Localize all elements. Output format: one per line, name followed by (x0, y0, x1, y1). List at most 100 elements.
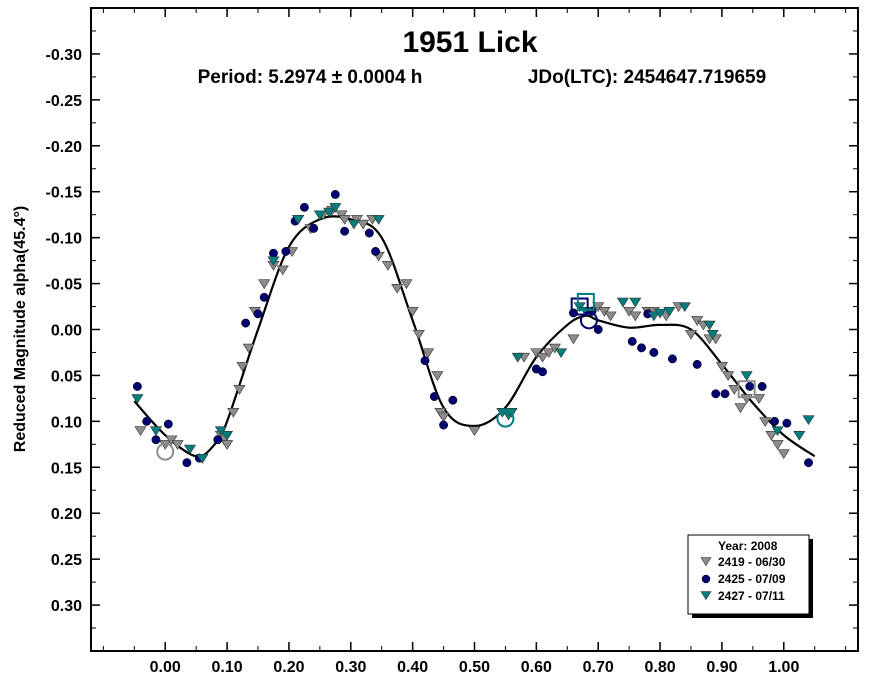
chart-subtitle-period: Period: 5.2974 ± 0.0004 h (198, 67, 423, 88)
y-tick-label: -0.20 (46, 139, 83, 156)
data-point (131, 394, 144, 404)
data-point (259, 292, 269, 302)
highlighted-markers (156, 292, 756, 461)
x-axis: 0.00 0.10 0.20 0.30 0.40 0.50 0.60 0.70 0.80 0.90… (102, 8, 847, 676)
data-point (292, 215, 305, 225)
data-point (281, 246, 291, 256)
legend-label: 2427 - 07/11 (718, 589, 785, 603)
data-point (715, 362, 728, 372)
x-tick-label: 0.70 (583, 659, 614, 676)
data-point (221, 440, 234, 450)
data-point (429, 392, 439, 402)
data-point (752, 394, 766, 404)
data-point (406, 306, 419, 317)
data-point (692, 359, 702, 369)
y-tick-label: 0.15 (51, 460, 82, 477)
highlight-square-marker (570, 297, 589, 316)
data-point (604, 311, 617, 322)
data-point (364, 228, 374, 238)
data-point (347, 219, 360, 230)
y-tick-label: 0.20 (51, 506, 82, 523)
x-tick-label: 0.20 (273, 659, 304, 676)
x-tick-label: 0.90 (706, 659, 737, 676)
data-point (276, 265, 289, 276)
highlight-square-marker (737, 380, 756, 399)
series-2427 (131, 203, 815, 464)
data-point (242, 343, 255, 354)
y-axis-label: Reduced Magnitude alpha(45.4°) (12, 206, 29, 452)
data-point (241, 318, 251, 328)
y-tick-label: 0.00 (51, 323, 82, 340)
data-point (468, 426, 481, 437)
y-tick-label: -0.10 (46, 231, 83, 248)
data-point (267, 256, 280, 267)
highlight-circle-marker (496, 409, 515, 428)
data-point (663, 306, 676, 317)
data-point (629, 297, 642, 308)
data-point (647, 311, 660, 322)
legend-title: Year: 2008 (718, 539, 778, 553)
x-tick-label: 0.10 (212, 659, 243, 676)
y-axis: -0.30 -0.25 -0.20 -0.15 -0.10 -0.05 0.00 0.05 0.… (46, 7, 858, 652)
data-point (236, 362, 249, 372)
y-tick-label: 0.05 (51, 368, 82, 385)
data-point (253, 309, 263, 319)
data-point (511, 352, 524, 363)
data-point (649, 348, 659, 357)
data-point (183, 444, 197, 455)
legend-marker-2425 (701, 574, 711, 584)
data-point (782, 418, 792, 428)
data-point (400, 279, 413, 290)
data-point (437, 412, 450, 423)
data-point (227, 408, 240, 418)
data-point (802, 415, 815, 426)
highlight-circle-marker (579, 311, 598, 330)
data-point (678, 302, 691, 313)
data-point (221, 430, 234, 441)
data-point (381, 261, 394, 271)
legend-marker-2427 (700, 591, 712, 601)
data-point (448, 395, 458, 405)
data-point (151, 435, 161, 445)
legend-label: 2425 - 07/09 (718, 572, 786, 586)
data-point (439, 420, 449, 430)
y-tick-label: -0.15 (46, 185, 83, 202)
data-point (330, 190, 340, 199)
data-point (258, 279, 271, 290)
data-point (770, 416, 779, 426)
data-point (213, 435, 223, 445)
data-point (757, 382, 767, 391)
fit-curve (133, 215, 816, 458)
data-point (340, 226, 350, 236)
data-point (627, 336, 637, 346)
data-point (706, 329, 719, 340)
data-point (431, 371, 444, 381)
legend-box (687, 534, 810, 615)
data-point (720, 389, 730, 399)
data-point (734, 403, 747, 414)
data-point (684, 329, 698, 340)
x-tick-label: 0.30 (335, 659, 366, 676)
data-point (637, 343, 646, 353)
data-point (299, 202, 309, 212)
data-point (149, 426, 162, 437)
data-point (728, 385, 741, 395)
highlight-circle-marker (156, 442, 175, 461)
data-point (593, 325, 603, 334)
y-tick-label: -0.25 (46, 93, 83, 110)
data-point (313, 210, 326, 221)
y-tick-label: 0.10 (51, 414, 82, 431)
data-point (567, 334, 580, 345)
x-tick-label: 0.40 (397, 659, 428, 676)
chart-title: 1951 Lick (402, 26, 537, 59)
data-point (804, 458, 813, 468)
data-point (422, 348, 435, 358)
data-point (765, 430, 778, 441)
data-point (542, 348, 555, 358)
data-point (171, 440, 184, 450)
data-point (132, 382, 142, 391)
y-tick-label: 0.25 (51, 552, 82, 569)
data-point (569, 308, 578, 318)
data-point (163, 419, 173, 429)
